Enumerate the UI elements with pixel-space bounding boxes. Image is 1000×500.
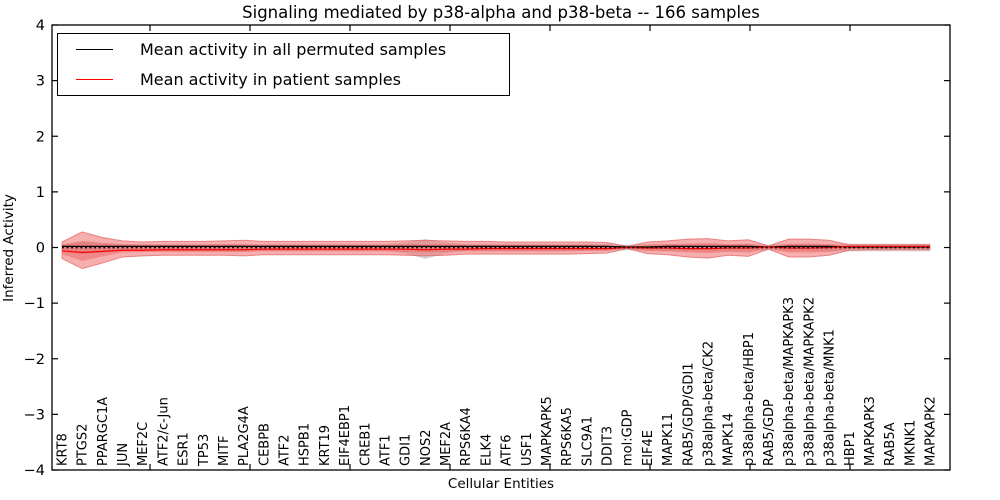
entity-label: USF1 (520, 432, 535, 466)
y-tick-label: 3 (36, 74, 45, 90)
entity-label: NOS2 (419, 430, 434, 466)
entity-label: KRT8 (56, 433, 71, 466)
entity-label: RAB5A (883, 422, 898, 466)
entity-label: RPS6KA5 (560, 407, 575, 466)
entity-label: MAPK14 (722, 413, 737, 466)
entity-label: PPARGC1A (96, 397, 111, 466)
y-tick-label: 2 (36, 129, 45, 145)
y-tick-label: −4 (24, 463, 45, 479)
entity-label: ATF1 (378, 434, 393, 466)
entity-label: ELK4 (479, 434, 494, 466)
entity-label: KRT19 (318, 425, 333, 466)
entity-label: mol:GDP (621, 409, 636, 466)
entity-label: ATF6 (500, 434, 515, 466)
series-line-permuted (62, 245, 930, 248)
y-tick-label: −3 (24, 407, 45, 423)
entity-label: DDIT3 (601, 426, 616, 466)
legend-line-patient-icon (76, 79, 113, 80)
entity-label: GDI1 (399, 434, 414, 466)
entity-label: MAPKAPK5 (540, 396, 555, 466)
entity-label: ATF2 (278, 434, 293, 466)
entity-label: MAPK11 (661, 413, 676, 466)
entity-label: PLA2G4A (237, 406, 252, 466)
entity-label: RAB5/GDP (762, 399, 777, 466)
entity-label: EIF4EBP1 (338, 405, 353, 466)
chart-title: Signaling mediated by p38-alpha and p38-… (242, 3, 760, 22)
x-axis-label: Cellular Entities (447, 476, 555, 492)
entity-label: MKNK1 (903, 420, 918, 466)
entity-label: MITF (217, 436, 232, 466)
entity-label: CEBPB (257, 423, 272, 466)
y-tick-label: 1 (36, 185, 45, 201)
y-tick-label: −2 (24, 352, 45, 368)
legend-item-permuted: Mean activity in all permuted samples (58, 37, 509, 62)
legend-label-patient: Mean activity in patient samples (140, 70, 401, 89)
legend-label-permuted: Mean activity in all permuted samples (140, 40, 447, 59)
entity-label: EIF4E (641, 430, 656, 466)
entity-label: p38alpha-beta/MAPKAPK3 (782, 297, 797, 466)
entity-label: ATF2/c-Jun (156, 397, 171, 466)
entity-label: JUN (116, 443, 131, 467)
entity-label: HBP1 (843, 431, 858, 466)
entity-label: MAPKAPK3 (863, 396, 878, 466)
entity-label: p38alpha-beta/HBP1 (742, 332, 757, 466)
legend-item-patient: Mean activity in patient samples (58, 67, 509, 92)
entity-label: MEF2C (136, 422, 151, 466)
entity-label: RAB5/GDP/GDI1 (681, 363, 696, 466)
entity-label: p38alpha-beta/CK2 (701, 341, 716, 466)
legend-line-permuted-icon (76, 49, 113, 50)
entity-label: RPS6KA4 (459, 407, 474, 466)
entity-label: ESR1 (177, 432, 192, 466)
y-axis-label: Inferred Activity (1, 194, 17, 302)
y-tick-label: 4 (36, 18, 45, 34)
entity-label: CREB1 (358, 422, 373, 466)
y-tick-label: −1 (24, 296, 45, 312)
entity-label: p38alpha-beta/MNK1 (823, 329, 838, 466)
y-tick-label: 0 (36, 241, 45, 257)
entity-label: MAPKAPK2 (924, 396, 939, 466)
entity-label: SLC9A1 (580, 416, 595, 466)
entity-label: MEF2A (439, 422, 454, 466)
entity-label: HSPB1 (298, 423, 313, 466)
entity-label: PTGS2 (76, 424, 91, 466)
entity-label: TP53 (197, 434, 212, 467)
entity-label: p38alpha-beta/MAPKAPK2 (802, 297, 817, 466)
legend: Mean activity in all permuted samples Me… (57, 33, 510, 96)
